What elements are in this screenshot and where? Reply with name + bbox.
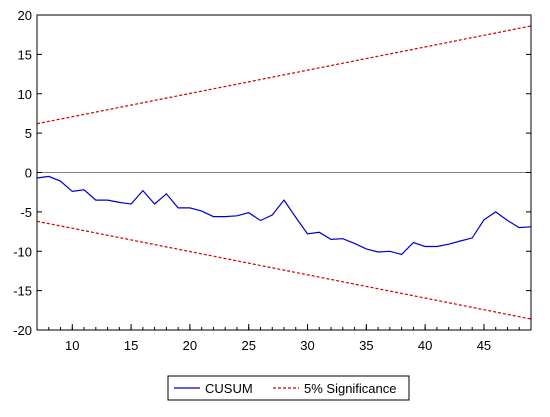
x-tick-label: 35 [359, 338, 373, 353]
x-tick-label: 10 [65, 338, 79, 353]
y-tick-label: 15 [18, 47, 32, 62]
x-tick-label: 45 [477, 338, 491, 353]
upper-significance-line [36, 25, 532, 125]
x-tick-label: 40 [418, 338, 432, 353]
y-tick-label: 10 [18, 87, 32, 102]
legend-label-cusum: CUSUM [205, 381, 253, 396]
y-tick-label: -10 [13, 244, 32, 259]
x-axis: 10 15 20 25 30 35 40 45 [36, 324, 532, 353]
cusum-line [36, 175, 532, 256]
y-tick-label: -5 [20, 205, 32, 220]
x-tick-label: 25 [241, 338, 255, 353]
lower-significance-line [36, 220, 532, 320]
y-tick-label: 0 [25, 166, 32, 181]
y-tick-label: 5 [25, 126, 32, 141]
y-tick-label: 20 [18, 8, 32, 23]
y-tick-label: -20 [13, 323, 32, 338]
legend-label-significance: 5% Significance [304, 381, 397, 396]
legend: CUSUM 5% Significance [167, 375, 410, 401]
x-tick-label: 30 [300, 338, 314, 353]
series-layer [36, 25, 532, 320]
y-tick-label: -15 [13, 284, 32, 299]
x-tick-label: 20 [183, 338, 197, 353]
legend-box [167, 375, 410, 401]
x-tick-label: 15 [124, 338, 138, 353]
y-axis: 20 15 10 5 0 -5 -10 -15 -20 [13, 8, 531, 338]
